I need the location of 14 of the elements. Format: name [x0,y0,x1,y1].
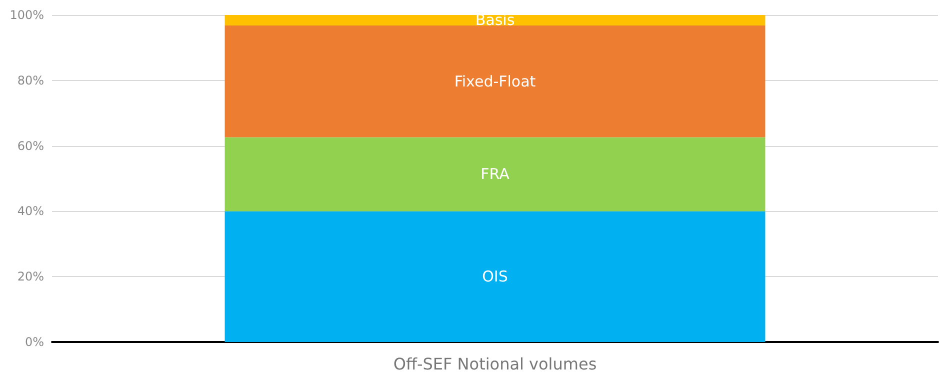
y-tick-label: 100% [10,8,44,22]
y-tick-label: 20% [17,270,44,284]
y-tick-label: 60% [17,138,44,153]
bar [224,15,766,26]
y-tick-label: 0% [24,335,44,349]
y-tick-label: 40% [17,204,44,218]
bar [224,137,766,212]
bar [224,25,766,138]
series-label: FRA [480,165,510,184]
y-tick-label: 80% [17,73,44,88]
x-tick-label: Off-SEF Notional volumes [393,354,597,374]
series-label: OIS [482,268,508,286]
series-label: Fixed-Float [454,72,536,90]
bar [224,211,766,342]
